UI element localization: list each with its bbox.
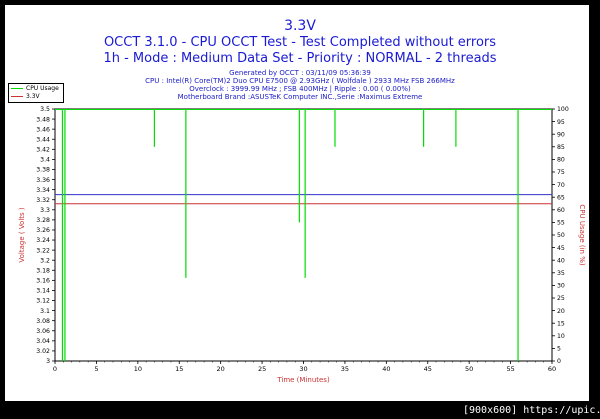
watermark: [900x600] https://upic.me/ [463,402,600,419]
x-tick-label: 25 [258,365,266,373]
legend-label-voltage: 3.3V [26,93,40,100]
y-right-tick-label: 10 [557,333,565,340]
y-left-tick-label: 3.38 [36,167,50,174]
y-left-tick-label: 3.18 [36,267,50,274]
y-right-tick-label: 95 [557,119,565,126]
x-tick-label: 35 [341,365,349,373]
y-right-tick-label: 40 [557,257,565,264]
legend-item-cpu-usage: CPU Usage [11,85,59,93]
y-left-tick-label: 3.16 [36,278,50,285]
y-right-tick-label: 25 [557,295,565,302]
x-tick-label: 5 [94,365,98,373]
x-tick-label: 15 [175,365,183,373]
y-left-tick-label: 3.26 [36,227,50,234]
chart-subtitle-test: OCCT 3.1.0 - CPU OCCT Test - Test Comple… [103,35,497,50]
info-generated: Generated by OCCT : 03/11/09 05:36:39 [229,69,371,77]
info-overclock: Overclock : 3999.99 MHz ; FSB 400MHz | R… [189,85,411,93]
legend-item-voltage: 3.3V [11,93,40,101]
x-tick-label: 20 [217,365,225,373]
y-left-tick-label: 3.08 [36,318,50,325]
y-right-tick-label: 45 [557,245,565,252]
y-left-tick-label: 3.46 [36,126,50,133]
x-tick-label: 50 [465,365,473,373]
legend-swatch-voltage [11,96,23,97]
y-left-axis-label: Voltage ( Volts ) [18,207,26,263]
y-left-tick-label: 3.28 [36,217,50,224]
legend-label-cpu-usage: CPU Usage [26,85,59,92]
y-right-tick-label: 65 [557,194,565,201]
x-tick-label: 55 [506,365,514,373]
y-right-tick-label: 75 [557,169,565,176]
y-left-tick-label: 3.3 [40,207,50,214]
y-left-tick-label: 3.48 [36,116,50,123]
y-left-tick-label: 3.34 [36,187,50,194]
plot-area [54,108,553,362]
y-right-tick-label: 30 [557,283,565,290]
y-left-tick-label: 3.36 [36,177,50,184]
y-right-tick-label: 5 [557,346,561,353]
x-tick-label: 30 [299,365,307,373]
chart-title: 3.3V [284,18,316,34]
y-right-tick-label: 35 [557,270,565,277]
x-axis-label: Time (Minutes) [276,376,330,384]
y-left-tick-label: 3.02 [36,348,50,355]
legend-swatch-cpu-usage [11,88,23,89]
y-left-tick-label: 3 [46,358,50,365]
y-left-tick-label: 3.44 [36,136,50,143]
y-right-tick-label: 100 [557,106,569,113]
info-motherboard: Motherboard Brand :ASUSTeK Computer INC.… [177,93,423,101]
y-left-tick-label: 3.14 [36,288,50,295]
y-right-tick-label: 55 [557,220,565,227]
y-right-tick-label: 60 [557,207,565,214]
x-tick-label: 40 [382,365,390,373]
chart-legend: CPU Usage 3.3V [8,83,64,103]
y-left-tick-label: 3.4 [40,157,50,164]
x-tick-label: 45 [424,365,432,373]
x-tick-label: 60 [548,365,556,373]
y-left-tick-label: 3.5 [40,106,50,113]
y-right-tick-label: 85 [557,144,565,151]
y-left-tick-label: 3.22 [36,247,50,254]
y-right-tick-label: 70 [557,182,565,189]
y-left-tick-label: 3.1 [40,308,50,315]
y-left-tick-label: 3.04 [36,338,50,345]
y-right-tick-label: 80 [557,157,565,164]
chart-subtitle-mode: 1h - Mode : Medium Data Set - Priority :… [103,51,497,66]
y-left-tick-label: 3.2 [40,257,50,264]
x-tick-label: 10 [134,365,142,373]
x-tick-label: 0 [53,365,57,373]
y-right-tick-label: 50 [557,232,565,239]
y-right-tick-label: 90 [557,131,565,138]
y-right-tick-label: 20 [557,308,565,315]
info-cpu: CPU : Intel(R) Core(TM)2 Duo CPU E7500 @… [145,77,455,85]
y-right-tick-label: 0 [557,358,561,365]
y-left-tick-label: 3.12 [36,298,50,305]
y-left-tick-label: 3.32 [36,197,50,204]
y-right-axis-label: CPU Usage (in %) [578,204,586,265]
y-left-tick-label: 3.42 [36,147,50,154]
y-right-tick-label: 15 [557,320,565,327]
y-left-tick-label: 3.06 [36,328,50,335]
y-left-tick-label: 3.24 [36,237,50,244]
